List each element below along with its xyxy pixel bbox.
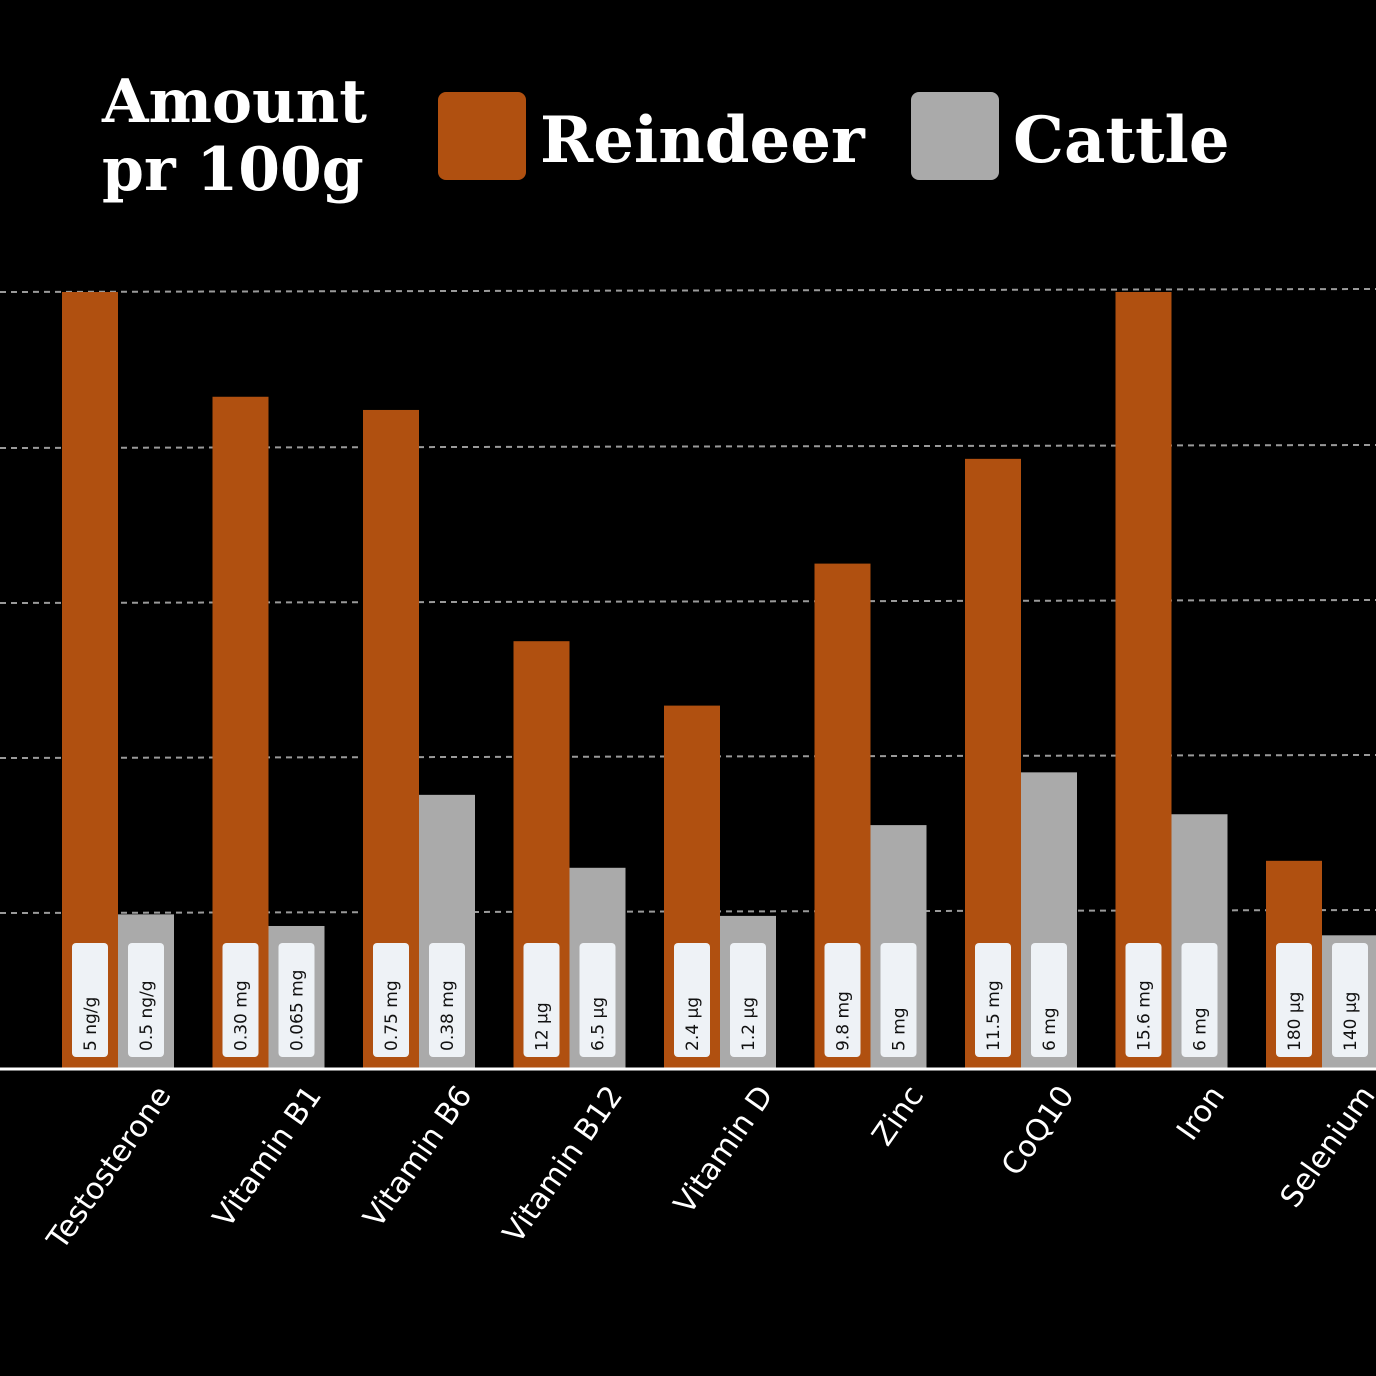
value-label: 0.30 mg <box>232 980 252 1051</box>
value-label: 5 mg <box>890 1007 910 1051</box>
category-label: Iron <box>1170 1080 1232 1147</box>
category-label: Vitamin B6 <box>357 1080 480 1235</box>
value-label: 180 µg <box>1285 992 1305 1051</box>
value-label: 11.5 mg <box>984 980 1004 1051</box>
category-labels: Testosterone Vitamin B1 Vitamin B6 Vitamin … <box>40 1080 1376 1257</box>
value-label-box <box>880 943 917 1057</box>
value-label-box <box>222 943 259 1057</box>
value-label-box <box>523 943 560 1057</box>
legend: Reindeer Cattle <box>438 92 1230 180</box>
value-label-box <box>72 943 108 1057</box>
category-label: Vitamin D <box>667 1080 780 1221</box>
value-label: 9.8 mg <box>834 991 854 1051</box>
value-label-box <box>1332 943 1368 1057</box>
value-label: 2.4 µg <box>683 997 703 1051</box>
value-labels: 5 ng/g 0.5 ng/g 0.30 mg 0.065 mg 0.75 mg 0.38… <box>72 943 1368 1057</box>
value-label-box <box>579 943 616 1057</box>
value-label-box <box>975 943 1011 1057</box>
value-label: 12 µg <box>533 1002 553 1051</box>
bar-reindeer-iron <box>1115 292 1172 1068</box>
value-label: 15.6 mg <box>1135 980 1155 1051</box>
value-label-box <box>674 943 710 1057</box>
category-label: CoQ10 <box>995 1080 1082 1183</box>
category-label: Zinc <box>865 1080 931 1153</box>
legend-swatch-reindeer <box>438 92 526 180</box>
bar-reindeer-testosterone <box>62 292 118 1068</box>
category-label: Vitamin B12 <box>496 1080 630 1250</box>
bars <box>62 292 1376 1069</box>
value-label: 0.38 mg <box>438 980 458 1051</box>
legend-label-cattle: Cattle <box>1013 103 1230 178</box>
title-line-1: Amount <box>101 67 367 137</box>
value-label: 0.065 mg <box>288 970 308 1051</box>
legend-label-reindeer: Reindeer <box>540 103 866 178</box>
value-label-box <box>128 943 164 1057</box>
value-label-box <box>373 943 409 1057</box>
value-label-box <box>1031 943 1067 1057</box>
value-label-box <box>1181 943 1218 1057</box>
value-label: 6 mg <box>1040 1007 1060 1051</box>
legend-swatch-cattle <box>911 92 999 180</box>
category-label: Vitamin B1 <box>206 1080 329 1235</box>
chart-title: Amount pr 100g <box>101 67 367 205</box>
value-label: 6 mg <box>1191 1007 1211 1051</box>
value-label: 0.75 mg <box>382 980 402 1051</box>
value-label-box <box>1276 943 1312 1057</box>
value-label: 140 µg <box>1341 992 1361 1051</box>
value-label-box <box>278 943 315 1057</box>
category-label: Testosterone <box>40 1080 179 1257</box>
gridline <box>0 288 1376 293</box>
value-label: 1.2 µg <box>739 997 759 1051</box>
value-label-box <box>429 943 465 1057</box>
value-label-box <box>824 943 861 1057</box>
value-label-box <box>1125 943 1162 1057</box>
value-label-box <box>730 943 766 1057</box>
value-label: 5 ng/g <box>81 997 101 1051</box>
value-label: 6.5 µg <box>589 997 609 1051</box>
value-label: 0.5 ng/g <box>137 980 157 1051</box>
category-label: Selenium <box>1274 1080 1376 1215</box>
title-line-2: pr 100g <box>102 135 364 205</box>
